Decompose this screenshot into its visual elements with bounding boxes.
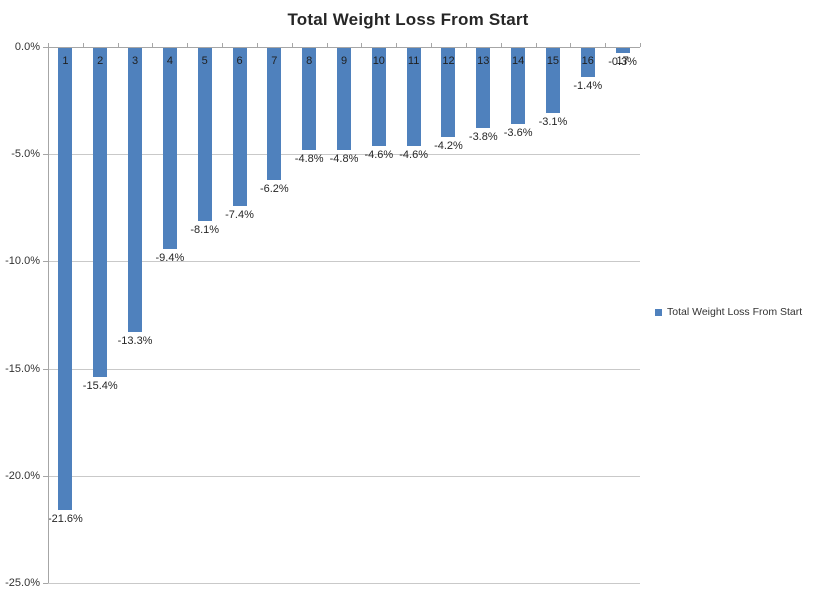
value-axis-line bbox=[48, 47, 49, 583]
bar bbox=[302, 47, 317, 150]
gridline bbox=[48, 583, 640, 584]
bar-value-label: -4.2% bbox=[434, 140, 463, 153]
bar-value-label: -15.4% bbox=[82, 380, 118, 393]
bar-value-label: -6.2% bbox=[259, 182, 289, 195]
gridline bbox=[48, 261, 640, 263]
bar-value-label: -4.6% bbox=[399, 148, 429, 161]
category-axis-tick bbox=[187, 43, 189, 47]
category-axis-tick bbox=[605, 43, 607, 47]
bar bbox=[162, 47, 177, 249]
bar bbox=[615, 47, 630, 54]
bar-value-label: -1.4% bbox=[573, 80, 603, 93]
y-axis-tick-label: 0.0% bbox=[14, 41, 40, 53]
bar-category-label: 8 bbox=[306, 55, 313, 67]
bar-value-label: -7.4% bbox=[225, 208, 254, 221]
bar-category-label: 11 bbox=[407, 55, 420, 67]
bar bbox=[476, 47, 491, 129]
y-axis-tick bbox=[43, 475, 48, 477]
y-axis-tick bbox=[43, 154, 48, 156]
y-axis-tick bbox=[43, 368, 48, 370]
category-axis-tick bbox=[535, 43, 537, 47]
legend-swatch-icon bbox=[655, 308, 662, 316]
bar-category-label: 1 bbox=[62, 55, 69, 67]
bar bbox=[128, 47, 143, 333]
category-axis-line bbox=[48, 47, 640, 48]
bar-value-label: -4.8% bbox=[294, 152, 324, 165]
category-axis-tick bbox=[326, 43, 328, 47]
y-axis-tick bbox=[43, 261, 48, 263]
y-axis-tick-label: -20.0% bbox=[5, 469, 40, 482]
category-axis-tick bbox=[256, 43, 258, 47]
bar-category-label: 7 bbox=[271, 55, 278, 67]
legend: Total Weight Loss From Start bbox=[655, 306, 802, 318]
bar-category-label: 5 bbox=[201, 55, 208, 67]
category-axis-tick bbox=[431, 43, 433, 47]
category-axis-tick bbox=[500, 43, 502, 47]
category-axis-tick bbox=[465, 43, 467, 47]
bar bbox=[58, 47, 73, 511]
y-axis-tick-label: -5.0% bbox=[11, 148, 40, 161]
y-axis-tick bbox=[43, 583, 48, 584]
bar bbox=[337, 47, 351, 150]
bar-category-label: 4 bbox=[166, 55, 173, 67]
bar-value-label: -4.6% bbox=[364, 148, 394, 161]
bar-category-label: 12 bbox=[442, 55, 455, 67]
bar-value-label: -9.4% bbox=[155, 251, 185, 264]
bar-value-label: -8.1% bbox=[190, 223, 220, 236]
bar bbox=[511, 47, 526, 125]
bar-category-label: 15 bbox=[546, 55, 560, 67]
category-axis-tick bbox=[82, 43, 84, 47]
bar-value-label: -4.8% bbox=[329, 152, 359, 165]
category-axis-tick bbox=[570, 43, 572, 47]
category-axis-tick bbox=[48, 43, 49, 47]
bar-value-label: -21.6% bbox=[47, 513, 83, 526]
gridline bbox=[48, 154, 640, 156]
bar-category-label: 10 bbox=[372, 55, 385, 67]
bar-category-label: 9 bbox=[340, 55, 348, 67]
category-axis-tick bbox=[117, 43, 119, 47]
bar bbox=[93, 47, 108, 378]
category-axis-tick bbox=[291, 43, 293, 47]
bar-category-label: 2 bbox=[97, 55, 104, 67]
bar-category-label: 13 bbox=[477, 55, 490, 67]
y-axis-tick bbox=[43, 47, 48, 48]
category-axis-tick bbox=[396, 43, 398, 47]
bar-category-label: 6 bbox=[236, 55, 243, 67]
category-axis-tick bbox=[152, 43, 154, 47]
bar-value-label: -13.3% bbox=[117, 335, 153, 348]
y-axis-tick-label: -10.0% bbox=[5, 255, 40, 268]
bar bbox=[197, 47, 212, 221]
bar-value-label: -3.1% bbox=[538, 116, 568, 129]
category-axis-tick bbox=[361, 43, 363, 47]
bar-category-label: 14 bbox=[511, 55, 525, 67]
bar bbox=[545, 47, 560, 114]
category-axis-tick bbox=[222, 43, 224, 47]
y-axis-tick-label: -25.0% bbox=[5, 577, 40, 589]
bar bbox=[232, 47, 247, 206]
bar bbox=[441, 47, 456, 138]
bar-category-label: 3 bbox=[131, 55, 139, 67]
bar-value-label: -3.6% bbox=[503, 127, 533, 140]
bar-value-label: -3.8% bbox=[468, 131, 498, 144]
chart-title: Total Weight Loss From Start bbox=[287, 10, 529, 29]
category-axis-tick bbox=[640, 43, 641, 47]
y-axis-tick-label: -15.0% bbox=[5, 362, 40, 375]
bar bbox=[267, 47, 282, 180]
gridline bbox=[48, 475, 640, 477]
bar-category-label: 16 bbox=[581, 55, 594, 67]
bar bbox=[580, 47, 595, 78]
gridline bbox=[48, 368, 640, 370]
bar bbox=[406, 47, 421, 146]
bar bbox=[371, 47, 386, 146]
bar-value-label: -0.3% bbox=[608, 56, 637, 69]
bar-category-label: 17 bbox=[616, 55, 629, 67]
legend-label: Total Weight Loss From Start bbox=[667, 306, 803, 318]
